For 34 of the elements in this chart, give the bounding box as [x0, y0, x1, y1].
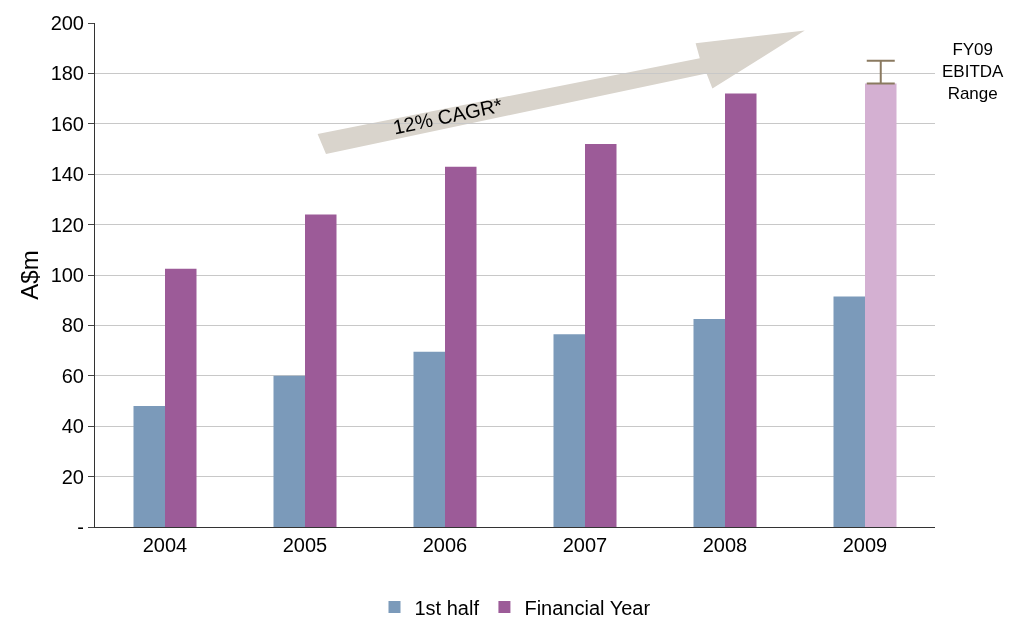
y-tick-label: 20 — [61, 465, 84, 488]
bar — [553, 334, 585, 527]
y-tick-label: 160 — [50, 112, 84, 135]
x-tick-label: 2008 — [702, 534, 748, 556]
annotation: 12% CAGR* — [390, 93, 505, 139]
y-tick-label: - — [77, 516, 84, 538]
bar — [165, 268, 197, 527]
bar — [865, 83, 897, 527]
legend-label: Financial Year — [524, 596, 651, 619]
y-tick-label: 180 — [50, 62, 84, 85]
bar — [725, 93, 757, 527]
y-tick-label: 60 — [61, 364, 84, 387]
x-tick-label: 2009 — [842, 534, 888, 556]
y-tick-label: 100 — [50, 264, 84, 286]
x-tick-label: 2005 — [282, 534, 328, 556]
bar — [833, 296, 865, 527]
bar — [305, 214, 337, 527]
text: FY09 EBITDA Range — [942, 40, 1005, 104]
bar — [133, 406, 165, 527]
bar — [413, 351, 445, 527]
bar — [445, 166, 477, 527]
y-tick-label: 40 — [61, 415, 84, 438]
bar — [585, 143, 617, 527]
bar — [693, 319, 725, 527]
bar — [273, 375, 305, 527]
y-tick-label: 120 — [50, 213, 84, 236]
y-tick-label: 140 — [50, 163, 84, 186]
x-tick-label: 2006 — [422, 534, 468, 556]
y-axis-title: A$m — [15, 250, 43, 300]
x-tick-label: 2004 — [142, 534, 188, 556]
x-tick-label: 2007 — [562, 534, 608, 556]
y-tick-label: 200 — [50, 12, 84, 34]
y-tick-label: 80 — [61, 314, 84, 337]
legend-label: 1st half — [414, 596, 480, 619]
